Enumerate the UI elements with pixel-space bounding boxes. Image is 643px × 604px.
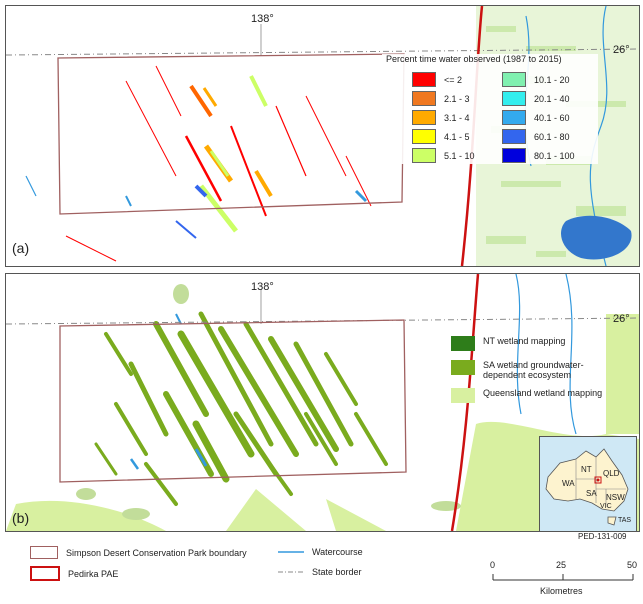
latitude-label-a: 26° [613, 44, 630, 56]
water-class-label: 3.1 - 4 [444, 112, 470, 123]
water-class-9: 80.1 - 100 [502, 148, 575, 163]
water-class-swatch [502, 129, 526, 144]
conservation-park-boundary-a [57, 53, 405, 215]
scale-tick-0: 0 [490, 560, 496, 570]
legend-state-border-label: State border [312, 566, 362, 577]
legend-state-border: State border [278, 566, 362, 577]
figure-id: PED-131-009 [578, 532, 627, 541]
water-legend-title: Percent time water observed (1987 to 201… [386, 54, 562, 64]
legend-park-boundary: Simpson Desert Conservation Park boundar… [30, 546, 247, 559]
australia-inset-svg [545, 448, 629, 526]
water-class-label: 4.1 - 5 [444, 131, 470, 142]
water-class-label: 2.1 - 3 [444, 93, 470, 104]
water-class-label: 20.1 - 40 [534, 93, 570, 104]
water-class-swatch [502, 91, 526, 106]
inset-study-area-box [594, 476, 602, 484]
water-class-3: 4.1 - 5 [412, 129, 470, 144]
water-class-1: 2.1 - 3 [412, 91, 470, 106]
water-class-label: 5.1 - 10 [444, 150, 475, 161]
longitude-label-a: 138° [251, 13, 274, 25]
water-class-swatch [502, 148, 526, 163]
water-class-5: 10.1 - 20 [502, 72, 570, 87]
water-class-swatch [412, 148, 436, 163]
water-class-label: 60.1 - 80 [534, 131, 570, 142]
legend-park-boundary-swatch [30, 546, 58, 559]
legend-nt-wetland: NT wetland mapping [451, 336, 565, 351]
conservation-park-boundary-b [59, 319, 407, 483]
legend-qld-wetland-swatch [451, 388, 475, 403]
scale-tick-25: 25 [556, 560, 567, 570]
inset-label-nt: NT [581, 465, 592, 474]
legend-sa-wetland-swatch [451, 360, 475, 375]
water-class-4: 5.1 - 10 [412, 148, 475, 163]
state-border-a [6, 48, 639, 56]
sa-wetland-streaks [94, 311, 388, 506]
inset-label-nsw: NSW [606, 493, 625, 502]
australia-inset-map: WA NT QLD SA NSW VIC TAS [539, 436, 637, 532]
lake-water-body [561, 215, 632, 260]
inset-label-sa: SA [586, 489, 597, 498]
longitude-label-b: 138° [251, 281, 274, 293]
water-streaks [65, 65, 372, 262]
panel-letter-a: (a) [12, 240, 30, 256]
water-class-label: 10.1 - 20 [534, 74, 570, 85]
legend-nt-wetland-label: NT wetland mapping [483, 336, 566, 346]
legend-nt-wetland-swatch [451, 336, 475, 351]
panel-letter-b: (b) [12, 510, 30, 526]
legend-qld-wetland-label: Queensland wetland mapping [483, 388, 603, 398]
australia-mainland [545, 448, 629, 512]
water-class-swatch [412, 110, 436, 125]
scale-tick-50: 50 [627, 560, 638, 570]
legend-pedirka-pae: Pedirka PAE [30, 566, 118, 581]
inset-label-tas: TAS [618, 517, 632, 524]
water-class-swatch [502, 110, 526, 125]
legend-watercourse-swatch [278, 551, 304, 553]
map-panel-a: 138° 26° (a) Percent time water observed… [5, 5, 640, 267]
legend-qld-wetland: Queensland wetland mapping [451, 388, 602, 403]
water-class-8: 60.1 - 80 [502, 129, 570, 144]
water-class-swatch [412, 129, 436, 144]
tasmania-shape [607, 516, 617, 526]
legend-park-boundary-label: Simpson Desert Conservation Park boundar… [66, 547, 247, 558]
inset-label-wa: WA [562, 479, 575, 488]
water-class-swatch [412, 72, 436, 87]
inset-study-area-marker [596, 478, 600, 482]
legend-sa-wetland-label: SA wetland groundwater-dependent ecosyst… [483, 360, 584, 380]
legend-pedirka-pae-label: Pedirka PAE [68, 568, 119, 579]
water-class-label: 40.1 - 60 [534, 112, 570, 123]
background-wetlands-outside [76, 284, 461, 520]
inset-label-vic: VIC [600, 503, 612, 510]
map-panel-b: 138° 26° (b) NT wetland mapping SA wetla… [5, 273, 640, 532]
water-class-6: 20.1 - 40 [502, 91, 570, 106]
inset-label-qld: QLD [603, 469, 620, 478]
watercourses-b [129, 274, 577, 470]
inset-state-borders [575, 457, 626, 507]
water-observation-map [6, 6, 639, 266]
legend-sa-wetland: SA wetland groundwater-dependent ecosyst… [451, 360, 611, 380]
water-class-0: <= 2 [412, 72, 462, 87]
water-class-2: 3.1 - 4 [412, 110, 470, 125]
latitude-label-b: 26° [613, 313, 630, 325]
water-class-7: 40.1 - 60 [502, 110, 570, 125]
wetland-legend: NT wetland mapping SA wetland groundwate… [451, 336, 611, 414]
scale-bar-line [492, 574, 634, 581]
legend-pedirka-pae-swatch [30, 566, 60, 581]
water-class-label: <= 2 [444, 74, 463, 85]
scale-unit: Kilometres [540, 586, 583, 596]
water-class-swatch [412, 91, 436, 106]
legend-state-border-swatch [278, 571, 304, 573]
legend-watercourse: Watercourse [278, 546, 363, 557]
water-class-label: 80.1 - 100 [534, 150, 575, 161]
water-class-swatch [502, 72, 526, 87]
legend-watercourse-label: Watercourse [312, 546, 363, 557]
water-legend: Percent time water observed (1987 to 201… [382, 54, 598, 164]
